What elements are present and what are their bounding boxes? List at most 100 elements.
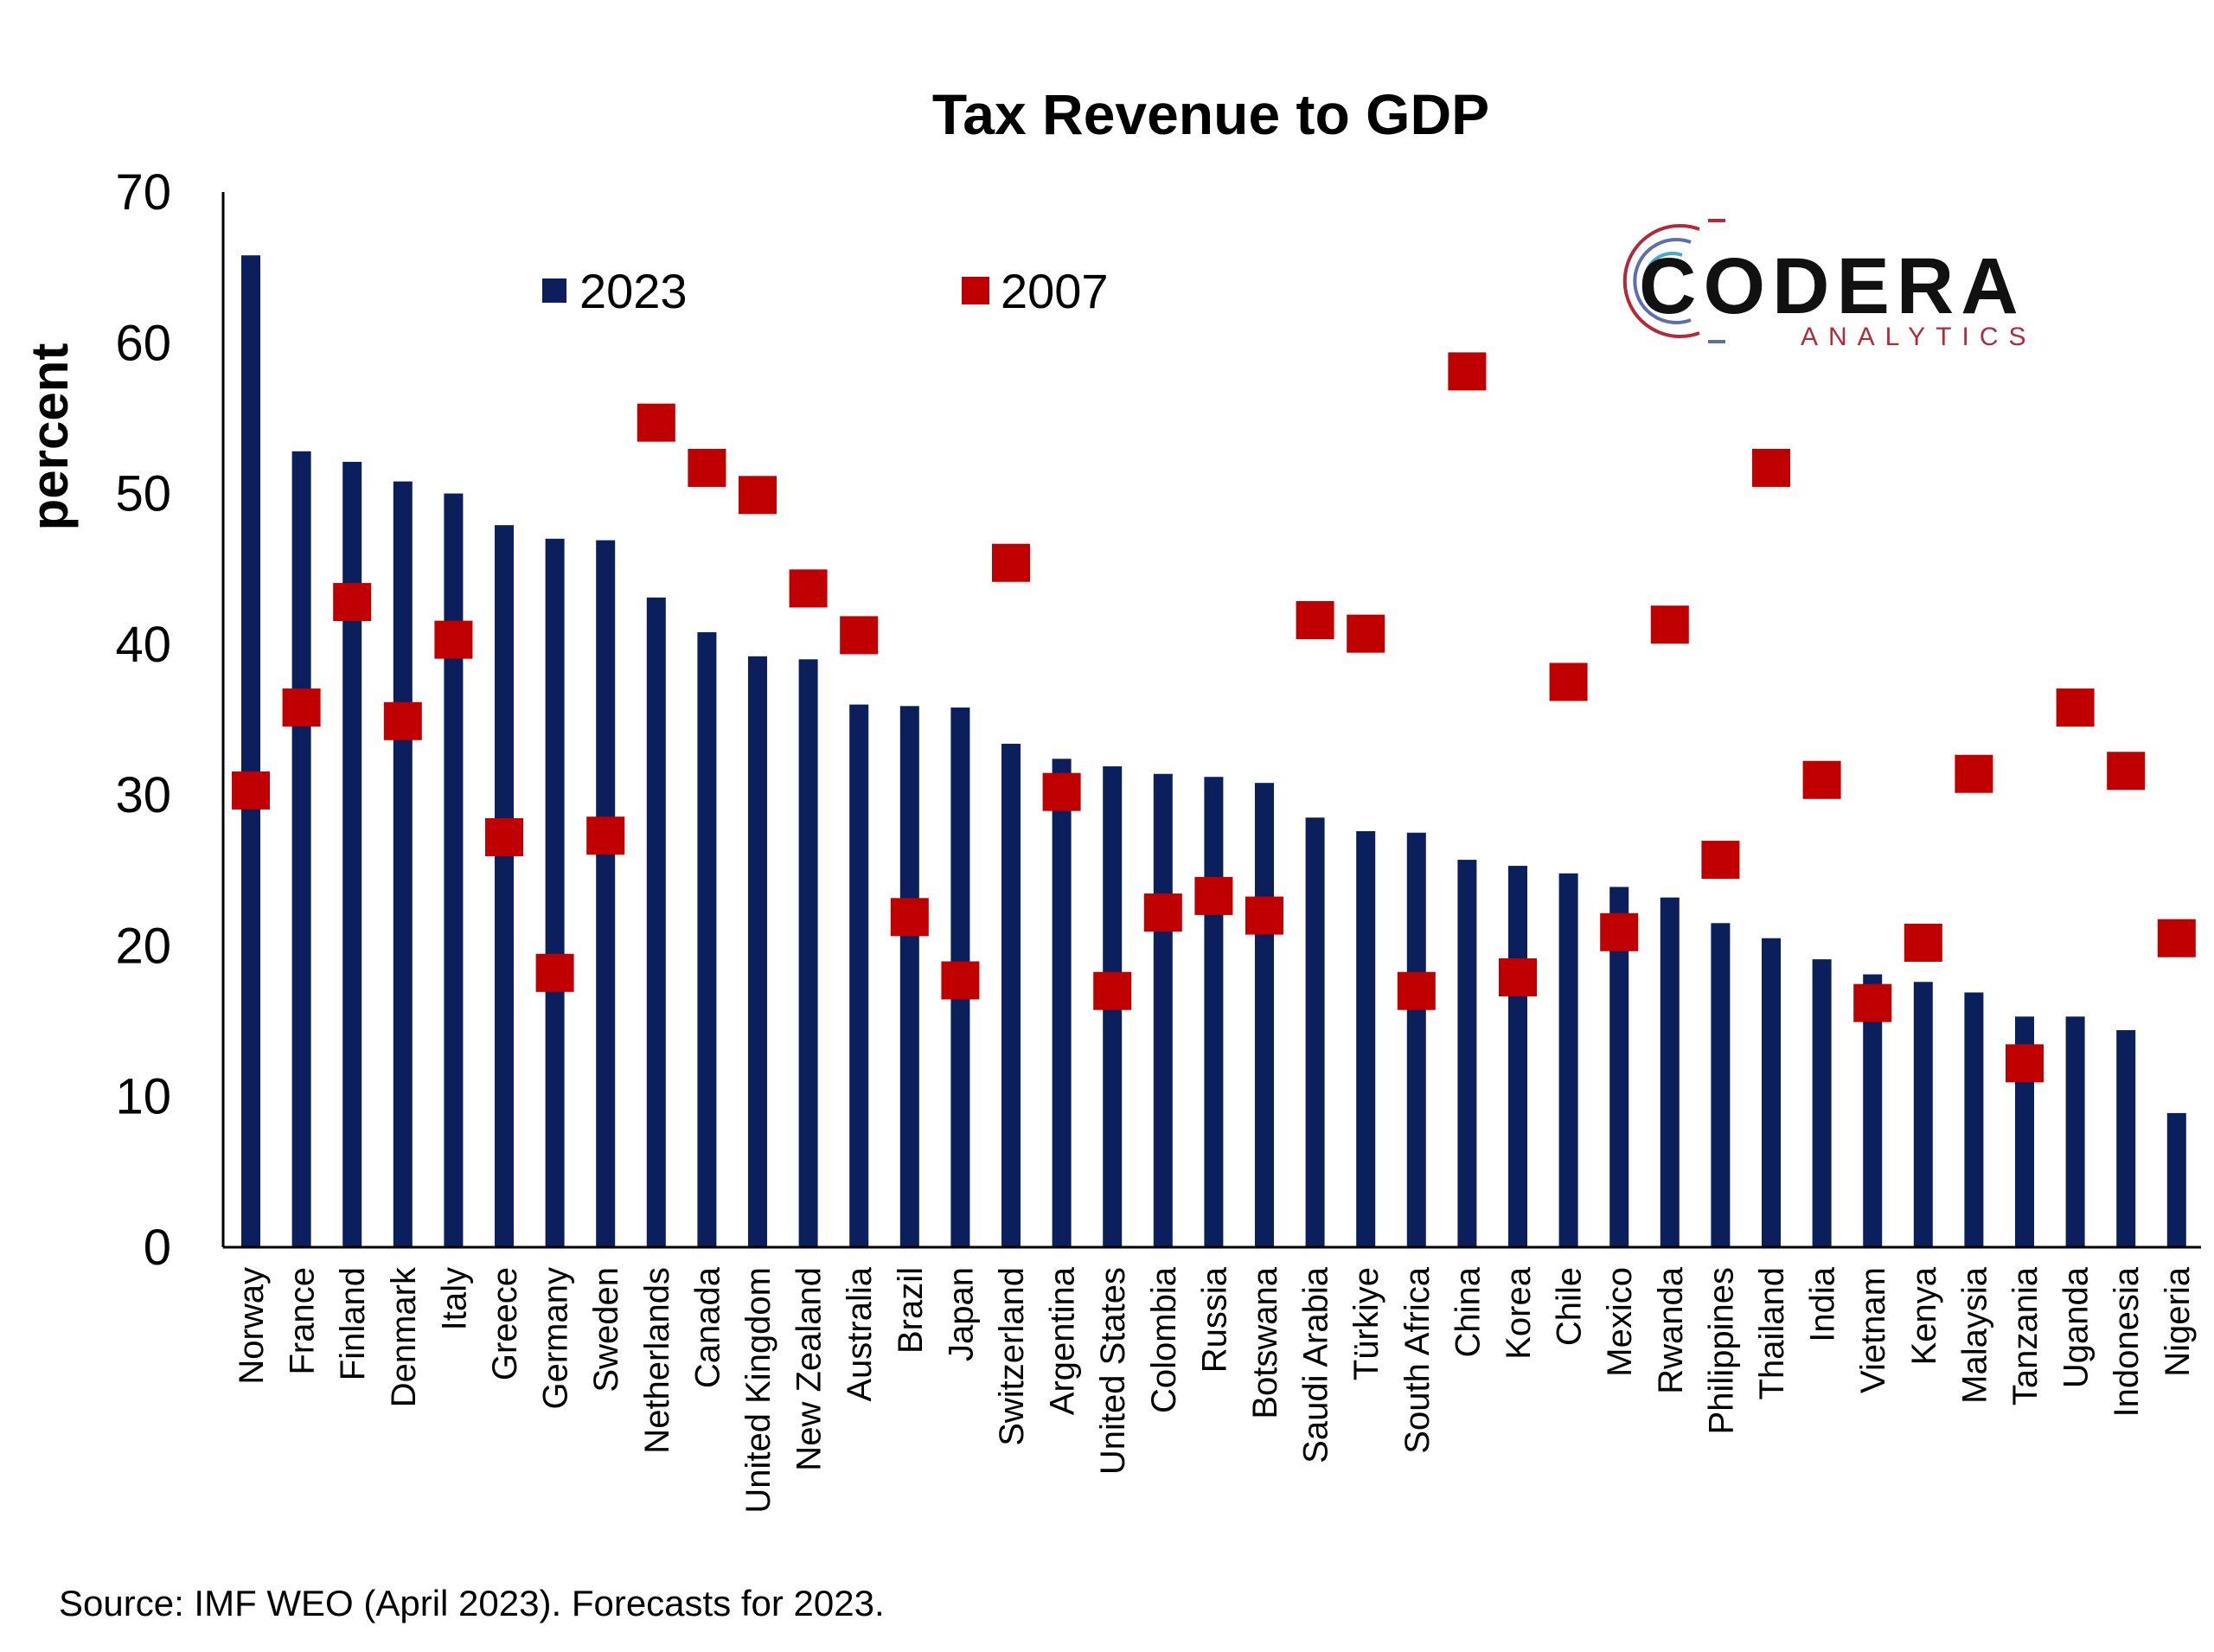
bar-2023-colombia xyxy=(1153,773,1173,1247)
x-tick-label: Finland xyxy=(334,1267,372,1380)
bar-2023-indonesia xyxy=(2116,1030,2136,1247)
bar-2023-thailand xyxy=(1762,938,1781,1247)
marker-2007-china xyxy=(1448,352,1487,391)
marker-2007-greece xyxy=(485,817,523,856)
marker-2007-canada xyxy=(688,448,726,487)
legend: 2023 2007 xyxy=(542,264,1109,318)
marker-2007-brazil xyxy=(890,898,929,937)
x-tick-label: Indonesia xyxy=(2108,1266,2146,1417)
x-tick-label: Canada xyxy=(688,1266,726,1388)
x-tick-label: Greece xyxy=(486,1267,524,1380)
marker-2007-russia xyxy=(1194,876,1233,915)
x-tick-label: Italy xyxy=(435,1267,473,1330)
bar-2023-finland xyxy=(342,461,362,1247)
marker-2007-kenya xyxy=(1904,923,1942,962)
x-tick-label: Rwanda xyxy=(1652,1266,1690,1394)
x-tick-label: United Kingdom xyxy=(739,1267,777,1514)
bar-2023-korea xyxy=(1508,866,1527,1247)
bar-2023-new-zealand xyxy=(798,659,818,1247)
x-tick-label: South Africa xyxy=(1398,1266,1437,1453)
logo-wordmark: CODERA xyxy=(1639,242,2025,330)
bar-2023-chile xyxy=(1558,873,1578,1247)
x-tick-label: China xyxy=(1449,1266,1487,1357)
x-tick-label: Germany xyxy=(537,1267,575,1410)
marker-2007-uganda xyxy=(2056,688,2095,727)
marker-2007-switzerland xyxy=(992,543,1030,582)
marker-2007-türkiye xyxy=(1347,614,1385,653)
bar-2023-india xyxy=(1812,959,1832,1247)
x-tick-label: Philippines xyxy=(1702,1267,1740,1434)
legend-swatch-2023 xyxy=(542,279,566,303)
x-tick-label: India xyxy=(1804,1266,1842,1341)
bar-2023-kenya xyxy=(1913,982,1933,1247)
x-tick-label: Nigeria xyxy=(2159,1266,2197,1376)
bar-2023-türkiye xyxy=(1356,830,1376,1247)
marker-2007-new-zealand xyxy=(789,569,828,608)
marker-2007-colombia xyxy=(1143,893,1182,932)
marker-2007-united-states xyxy=(1093,971,1132,1010)
bar-2023-russia xyxy=(1204,777,1224,1247)
bar-2023-argentina xyxy=(1052,759,1072,1247)
x-tick-label: Norway xyxy=(233,1267,271,1385)
bar-2023-botswana xyxy=(1255,783,1274,1247)
bar-2023-switzerland xyxy=(1001,743,1021,1247)
marker-2007-france xyxy=(282,688,321,727)
x-tick-label: Sweden xyxy=(587,1267,625,1393)
marker-2007-sweden xyxy=(586,816,625,855)
marker-2007-mexico xyxy=(1600,912,1639,951)
y-tick-label: 20 xyxy=(115,918,171,974)
bar-2023-philippines xyxy=(1711,923,1731,1247)
marker-2007-nigeria xyxy=(2157,919,2196,957)
marker-2007-united-kingdom xyxy=(739,476,777,515)
marker-2007-netherlands xyxy=(637,403,675,442)
y-tick-label: 60 xyxy=(115,315,171,371)
bar-2023-rwanda xyxy=(1660,897,1680,1247)
marker-2007-rwanda xyxy=(1650,605,1689,644)
legend-label-2023: 2023 xyxy=(579,264,688,318)
bar-2023-mexico xyxy=(1609,887,1629,1247)
bar-2023-brazil xyxy=(899,706,919,1247)
x-tick-label: Mexico xyxy=(1601,1267,1639,1377)
marker-2007-chile xyxy=(1549,663,1588,701)
x-axis-labels: Norway France Finland Denmark Italy Greece Ger… xyxy=(233,1266,2197,1514)
bar-2023-vietnam xyxy=(1863,974,1883,1247)
x-tick-label: Vietnam xyxy=(1854,1267,1892,1393)
y-axis-ticks: 0 10 20 30 40 50 60 70 xyxy=(115,164,171,1276)
bar-2023-greece xyxy=(495,525,514,1247)
bar-2023-united-kingdom xyxy=(748,656,767,1247)
marker-2007-botswana xyxy=(1245,896,1283,935)
marker-2007-thailand xyxy=(1752,448,1790,487)
x-tick-label: France xyxy=(284,1267,322,1375)
bar-2023-nigeria xyxy=(2166,1112,2186,1247)
x-tick-label: Argentina xyxy=(1044,1266,1082,1415)
marker-2007-south-africa xyxy=(1397,971,1436,1010)
x-tick-label: Saudi Arabia xyxy=(1297,1266,1335,1463)
x-tick-label: Botswana xyxy=(1246,1266,1284,1418)
x-tick-label: Korea xyxy=(1500,1266,1538,1359)
logo-swirl-icon xyxy=(1622,219,1725,343)
marker-2007-norway xyxy=(232,771,270,810)
marker-2007-vietnam xyxy=(1853,983,1892,1022)
bar-2023-italy xyxy=(444,493,464,1247)
x-tick-label: Kenya xyxy=(1905,1266,1943,1365)
logo-subtitle: ANALYTICS xyxy=(1801,323,2037,351)
bar-2023-netherlands xyxy=(646,597,666,1247)
bar-2023-australia xyxy=(849,704,869,1247)
y-tick-label: 40 xyxy=(115,617,171,673)
legend-label-2007: 2007 xyxy=(1001,264,1109,318)
y-tick-label: 10 xyxy=(115,1069,171,1125)
bar-2023-china xyxy=(1457,860,1477,1247)
x-tick-label: Chile xyxy=(1551,1267,1589,1346)
y-tick-label: 70 xyxy=(115,164,171,221)
bar-2023-canada xyxy=(697,631,717,1247)
marker-2007-malaysia xyxy=(1955,754,1993,793)
chart-title: Tax Revenue to GDP xyxy=(932,82,1489,146)
x-tick-label: Tanzania xyxy=(2006,1266,2044,1405)
x-tick-label: United States xyxy=(1094,1267,1132,1475)
x-tick-label: Türkiye xyxy=(1347,1267,1385,1380)
markers-2007 xyxy=(232,352,2196,1083)
y-tick-label: 50 xyxy=(115,466,171,522)
bar-2023-norway xyxy=(241,255,260,1248)
bar-2023-malaysia xyxy=(1964,992,1984,1247)
